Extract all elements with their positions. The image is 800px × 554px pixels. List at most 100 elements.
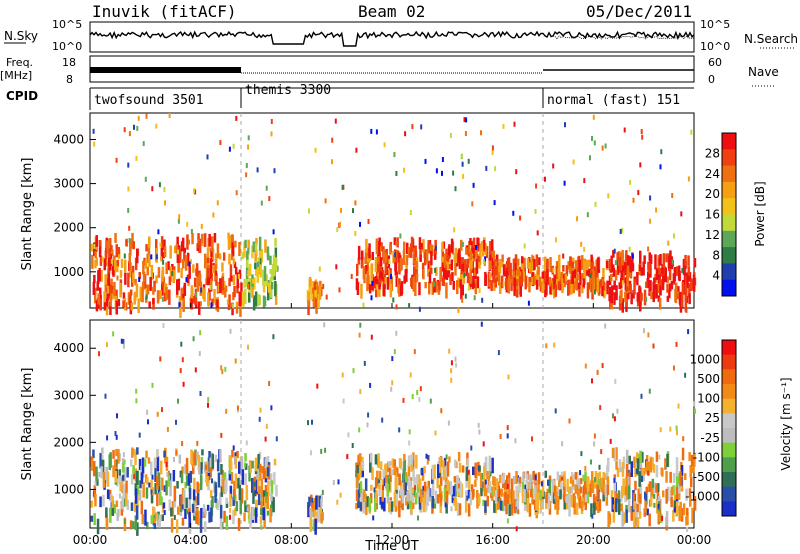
echo-cell bbox=[555, 266, 558, 282]
scatter-cell bbox=[620, 467, 623, 472]
echo-cell bbox=[451, 494, 455, 504]
echo-cell bbox=[414, 281, 417, 296]
date-title: 05/Dec/2011 bbox=[586, 2, 692, 21]
scatter-cell bbox=[252, 278, 254, 284]
echo-cell bbox=[486, 495, 489, 507]
echo-cell bbox=[185, 471, 189, 480]
scatter-cell bbox=[331, 159, 333, 165]
scatter-cell bbox=[687, 176, 690, 182]
echo-cell bbox=[454, 459, 457, 468]
scatter-cell bbox=[342, 398, 345, 404]
echo-cell bbox=[381, 489, 384, 502]
echo-cell bbox=[264, 484, 268, 495]
echo-cell bbox=[381, 479, 384, 490]
scatter-cell bbox=[101, 256, 104, 262]
x-tick-label: 08:00 bbox=[274, 533, 309, 547]
echo-cell bbox=[111, 496, 114, 508]
colorbar-swatch bbox=[722, 149, 736, 167]
echo-cell bbox=[680, 508, 684, 522]
echo-cell bbox=[431, 464, 434, 480]
scatter-cell bbox=[580, 241, 583, 247]
echo-cell bbox=[257, 294, 260, 306]
scatter-cell bbox=[473, 283, 476, 288]
echo-cell bbox=[613, 280, 616, 290]
scatter-cell bbox=[151, 186, 154, 192]
scatter-cell bbox=[145, 113, 148, 119]
scatter-cell bbox=[116, 413, 118, 419]
echo-cell bbox=[176, 236, 179, 252]
colorbar-tick-label: 8 bbox=[712, 248, 720, 262]
echo-cell bbox=[638, 471, 641, 487]
scatter-cell bbox=[265, 423, 268, 429]
echo-cell bbox=[110, 245, 113, 252]
echo-cell bbox=[675, 457, 679, 473]
echo-cell bbox=[476, 493, 479, 509]
echo-cell bbox=[134, 488, 138, 504]
echo-cell bbox=[129, 289, 133, 296]
echo-cell bbox=[410, 277, 413, 287]
scatter-cell bbox=[98, 472, 101, 477]
scatter-cell bbox=[601, 145, 604, 151]
scatter-cell bbox=[424, 158, 427, 164]
echo-cell bbox=[380, 501, 384, 509]
scatter-cell bbox=[434, 267, 437, 273]
scatter-cell bbox=[628, 246, 631, 252]
echo-cell bbox=[200, 462, 203, 474]
echo-cell bbox=[625, 463, 629, 477]
echo-cell bbox=[112, 270, 115, 277]
echo-cell bbox=[514, 262, 518, 270]
echo-cell bbox=[585, 260, 589, 271]
nsky-panel: N.Sky 10^5 10^0 10^5 10^0 N.Search bbox=[4, 18, 798, 53]
echo-cell bbox=[205, 277, 208, 286]
echo-cell bbox=[135, 505, 139, 520]
echo-cell bbox=[396, 467, 399, 477]
colorbar-swatch bbox=[722, 501, 736, 517]
echo-cell bbox=[123, 466, 126, 483]
colorbar-frame bbox=[721, 132, 737, 297]
scatter-cell bbox=[429, 398, 432, 404]
scatter-cell bbox=[506, 483, 509, 489]
echo-cell bbox=[378, 237, 381, 247]
echo-cell bbox=[456, 253, 459, 267]
echo-cell bbox=[427, 455, 430, 462]
echo-cell bbox=[378, 470, 382, 481]
echo-cell bbox=[117, 508, 120, 517]
echo-cell bbox=[575, 502, 579, 515]
echo-cell bbox=[206, 247, 210, 258]
scatter-cell bbox=[201, 238, 204, 243]
echo-cell bbox=[581, 284, 584, 294]
echo-cell bbox=[598, 499, 602, 512]
echo-cell bbox=[427, 240, 430, 253]
echo-cell bbox=[612, 509, 616, 523]
echo-cell bbox=[507, 477, 511, 493]
echo-cell bbox=[548, 276, 552, 287]
echo-cell bbox=[402, 250, 406, 265]
echo-cell bbox=[596, 277, 599, 293]
echo-cell bbox=[414, 492, 418, 505]
echo-cell bbox=[528, 503, 532, 517]
echo-cell bbox=[545, 274, 548, 287]
echo-cell bbox=[606, 476, 610, 486]
x-tick-label: 00:00 bbox=[73, 533, 108, 547]
echo-cell bbox=[96, 281, 99, 291]
scatter-cell bbox=[448, 264, 451, 270]
colorbar-swatch bbox=[722, 279, 736, 297]
echo-cell bbox=[476, 276, 480, 289]
echo-cell bbox=[90, 243, 93, 252]
scatter-cell bbox=[114, 431, 117, 436]
echo-cell bbox=[670, 280, 674, 290]
scatter-cell bbox=[497, 350, 500, 356]
scatter-cell bbox=[686, 527, 689, 532]
echo-cell bbox=[243, 278, 246, 288]
echo-cell bbox=[620, 503, 623, 512]
echo-cell bbox=[377, 250, 380, 264]
scatter-cell bbox=[491, 150, 494, 155]
scatter-cell bbox=[687, 329, 690, 335]
echo-cell bbox=[409, 248, 412, 258]
echo-cell bbox=[258, 486, 261, 498]
scatter-cell bbox=[93, 243, 96, 249]
nave-label: Nave bbox=[748, 65, 779, 79]
echo-cell bbox=[268, 282, 271, 293]
echo-cell bbox=[173, 485, 177, 502]
echo-cell bbox=[504, 263, 508, 271]
